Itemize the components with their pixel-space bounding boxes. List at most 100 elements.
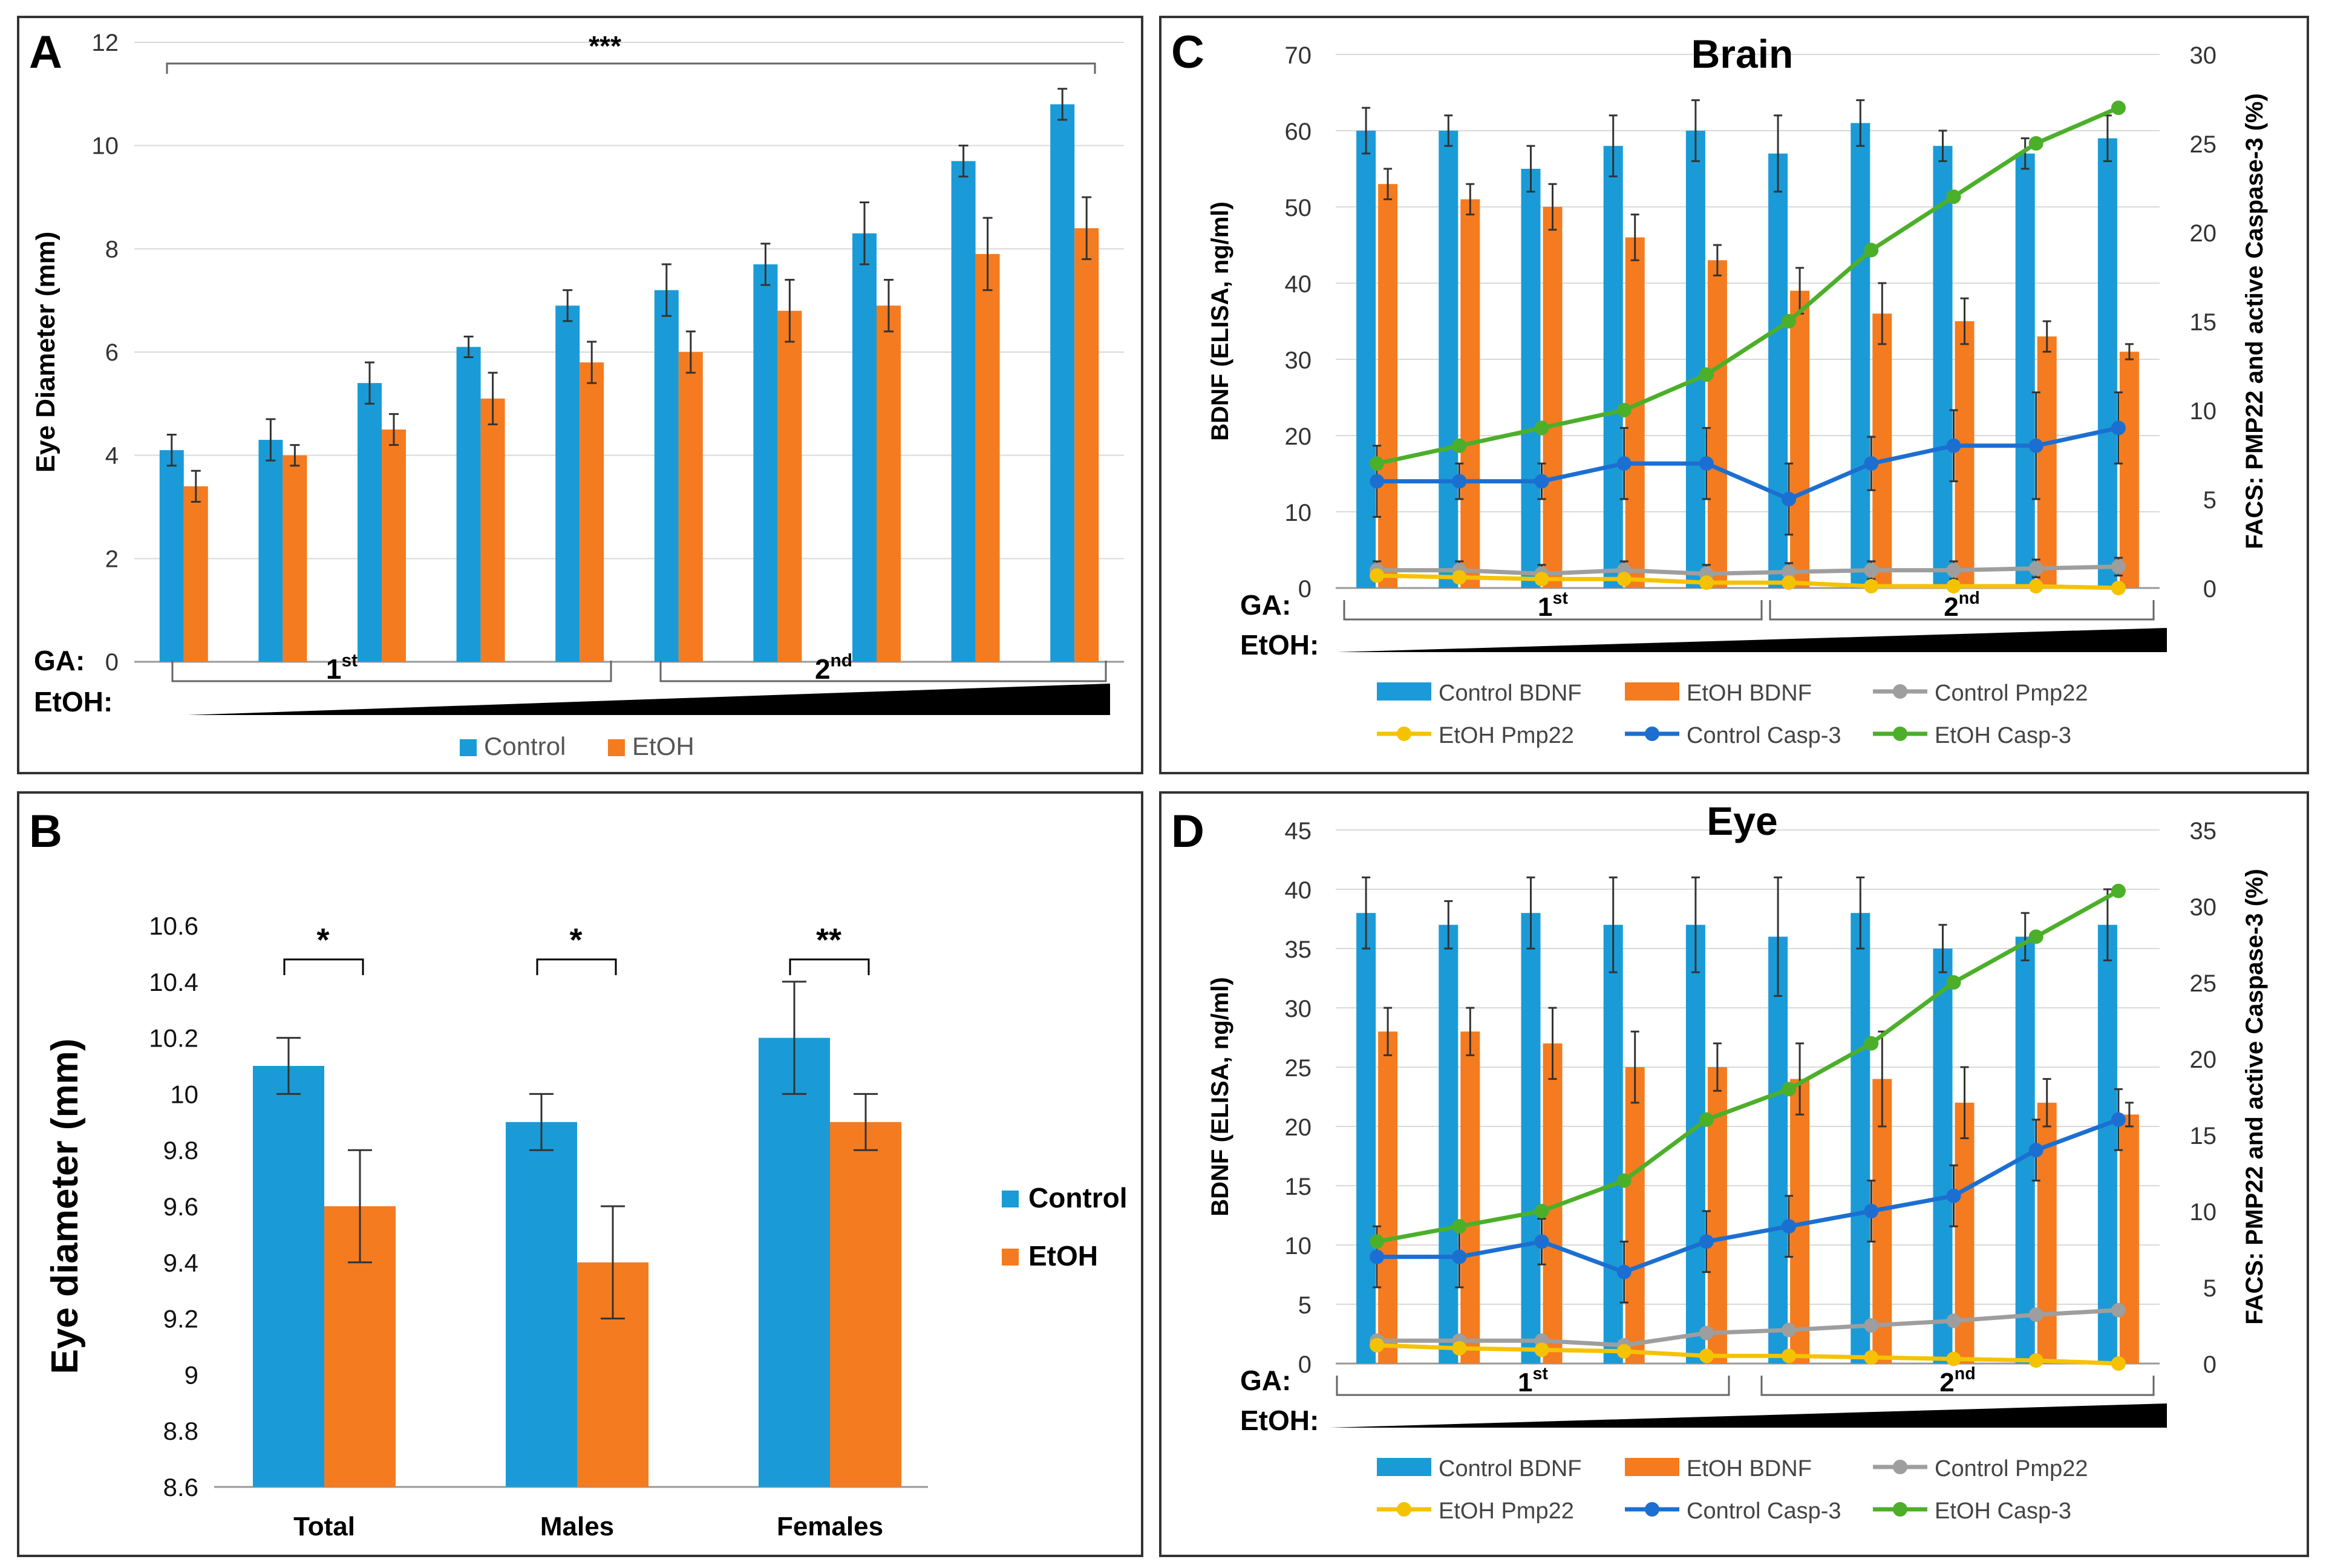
- legend-marker-c-2: [1893, 684, 1907, 699]
- bar-d-control-bdnf-9: [2097, 924, 2117, 1364]
- point-c-control-casp-3-4: [1699, 456, 1714, 471]
- legend-swatch-a-control: [460, 739, 477, 756]
- bar-c-control-bdnf-2: [1521, 169, 1541, 588]
- y-tick-label-c-3: 30: [1285, 347, 1312, 374]
- point-d-control-casp-3-2: [1534, 1234, 1549, 1249]
- x-tick-label-b-2: Females: [777, 1512, 883, 1541]
- point-c-etoh-casp-3-1: [1452, 438, 1467, 453]
- line-d-control-casp-3: [1377, 1117, 2120, 1275]
- point-d-etoh-casp-3-3: [1616, 1173, 1632, 1188]
- bar-a-control-5: [654, 290, 679, 662]
- point-c-control-casp-3-9: [2111, 420, 2126, 436]
- point-d-etoh-pmp22-7: [1946, 1351, 1961, 1367]
- line-c-control-pmp22: [1377, 564, 2119, 576]
- point-d-control-casp-3-7: [1946, 1188, 1961, 1203]
- bar-a-control-9: [1050, 104, 1075, 662]
- bar-c-control-bdnf-8: [2015, 153, 2035, 589]
- point-d-control-pmp22-6: [1864, 1318, 1879, 1333]
- legend-marker-c-5: [1893, 727, 1907, 741]
- bar-a-etoh-3: [480, 398, 505, 662]
- y-tick-label-d-0: 0: [1298, 1351, 1312, 1378]
- etoh-gradient-wedge-d: [1330, 1403, 2167, 1428]
- bar-d-etoh-bdnf-3: [1625, 1067, 1645, 1364]
- point-c-etoh-pmp22-7: [1946, 579, 1961, 594]
- y-tick-label-b-1: 8.8: [163, 1417, 198, 1445]
- bar-c-etoh-bdnf-0: [1378, 184, 1398, 588]
- y-tick-label-a-1: 2: [105, 546, 119, 572]
- legend-label-d-2: Control Pmp22: [1935, 1456, 2088, 1481]
- panel-a-frame: [17, 16, 1143, 774]
- legend-label-d-0: Control BDNF: [1439, 1456, 1582, 1481]
- y-tick-label-d-2: 10: [1285, 1233, 1312, 1259]
- ga-label-c: GA:: [1240, 589, 1291, 621]
- y-tick-label-a-3: 6: [105, 339, 119, 366]
- bar-a-etoh-9: [1074, 228, 1099, 662]
- ga-2nd-label-d: 2nd: [1939, 1364, 1975, 1397]
- ga-2nd-label-c: 2nd: [1944, 589, 1979, 622]
- line-d-etoh-pmp22: [1376, 1343, 2119, 1366]
- point-c-control-pmp22-8: [2028, 561, 2043, 576]
- y-axis-label-b: Eye diameter (mm): [44, 1039, 86, 1374]
- y-tick-label-d-9: 45: [1285, 818, 1312, 844]
- point-c-control-pmp22-5: [1782, 564, 1797, 580]
- bar-a-etoh-0: [183, 486, 208, 662]
- ga-bracket-1-a: [171, 661, 612, 682]
- point-c-etoh-casp-3-5: [1782, 314, 1797, 328]
- point-c-control-pmp22-9: [2111, 559, 2126, 574]
- point-d-control-casp-3-4: [1699, 1234, 1714, 1249]
- y2-axis-label-c: FACS: PMP22 and active Caspase-3 (%): [2241, 93, 2268, 549]
- bar-c-etoh-bdnf-5: [1790, 290, 1810, 588]
- point-c-etoh-casp-3-8: [2028, 136, 2043, 151]
- point-c-etoh-pmp22-8: [2028, 579, 2043, 594]
- legend-label-c-2: Control Pmp22: [1935, 681, 2088, 706]
- line-c-control-casp-3: [1377, 425, 2119, 501]
- point-d-etoh-pmp22-5: [1782, 1348, 1797, 1364]
- y-tick-label-b-0: 8.6: [163, 1473, 198, 1501]
- bar-c-etoh-bdnf-7: [1955, 321, 1975, 588]
- y2-tick-label-c-1: 5: [2203, 487, 2217, 514]
- bar-d-etoh-bdnf-9: [2119, 1114, 2139, 1364]
- point-c-control-casp-3-1: [1452, 474, 1467, 489]
- significance-label-b-1: *: [569, 922, 582, 958]
- bar-a-etoh-5: [678, 352, 703, 662]
- x-tick-label-b-1: Males: [540, 1512, 614, 1541]
- point-d-etoh-pmp22-1: [1452, 1341, 1467, 1356]
- point-d-control-casp-3-0: [1370, 1249, 1385, 1264]
- bar-c-etoh-bdnf-2: [1543, 207, 1563, 588]
- legend-swatch-b-control: [1002, 1191, 1019, 1207]
- y-axis-label-a: Eye Diameter (mm): [31, 232, 60, 473]
- line-c-etoh-casp-3: [1376, 105, 2120, 466]
- y-tick-label-c-4: 40: [1285, 271, 1312, 298]
- point-c-control-casp-3-0: [1370, 474, 1385, 489]
- ga-1st-label-a: 1st: [326, 650, 358, 685]
- point-c-etoh-casp-3-3: [1616, 403, 1632, 417]
- y2-tick-label-c-5: 25: [2190, 131, 2217, 158]
- point-d-control-pmp22-7: [1946, 1313, 1961, 1328]
- significance-label-b-2: **: [816, 922, 841, 958]
- y-tick-label-a-5: 10: [92, 133, 119, 160]
- bar-c-control-bdnf-1: [1439, 131, 1459, 588]
- legend-label-b-etoh: EtOH: [1028, 1240, 1098, 1272]
- bar-b-etoh-2: [830, 1122, 901, 1487]
- legend-swatch-c-1: [1625, 682, 1679, 701]
- significance-label-b-0: *: [316, 922, 329, 958]
- ga-1st-label-c: 1st: [1538, 589, 1568, 622]
- bar-d-control-bdnf-5: [1768, 936, 1788, 1364]
- y-tick-label-c-0: 0: [1298, 576, 1312, 603]
- etoh-gradient-wedge-a: [188, 684, 1110, 715]
- legend-swatch-d-0: [1377, 1458, 1431, 1476]
- point-d-control-pmp22-9: [2111, 1302, 2126, 1318]
- ga-1st-label-d: 1st: [1518, 1364, 1548, 1397]
- point-d-etoh-casp-3-8: [2028, 929, 2043, 944]
- etoh-label-d: EtOH:: [1240, 1405, 1319, 1436]
- y-tick-label-c-1: 10: [1285, 500, 1312, 526]
- bar-a-etoh-1: [283, 455, 307, 662]
- legend-marker-d-2: [1893, 1460, 1907, 1474]
- point-d-control-pmp22-5: [1782, 1322, 1797, 1338]
- point-d-etoh-casp-3-1: [1452, 1219, 1467, 1234]
- ga-bracket-2-d: [1760, 1376, 2155, 1396]
- etoh-label-c: EtOH:: [1240, 629, 1319, 661]
- bar-b-control-0: [253, 1066, 324, 1487]
- point-c-etoh-casp-3-6: [1864, 243, 1879, 258]
